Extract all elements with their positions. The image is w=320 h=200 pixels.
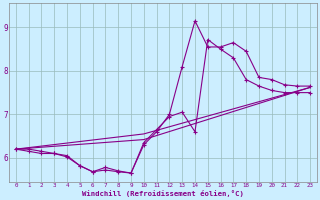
X-axis label: Windchill (Refroidissement éolien,°C): Windchill (Refroidissement éolien,°C) [82, 190, 244, 197]
